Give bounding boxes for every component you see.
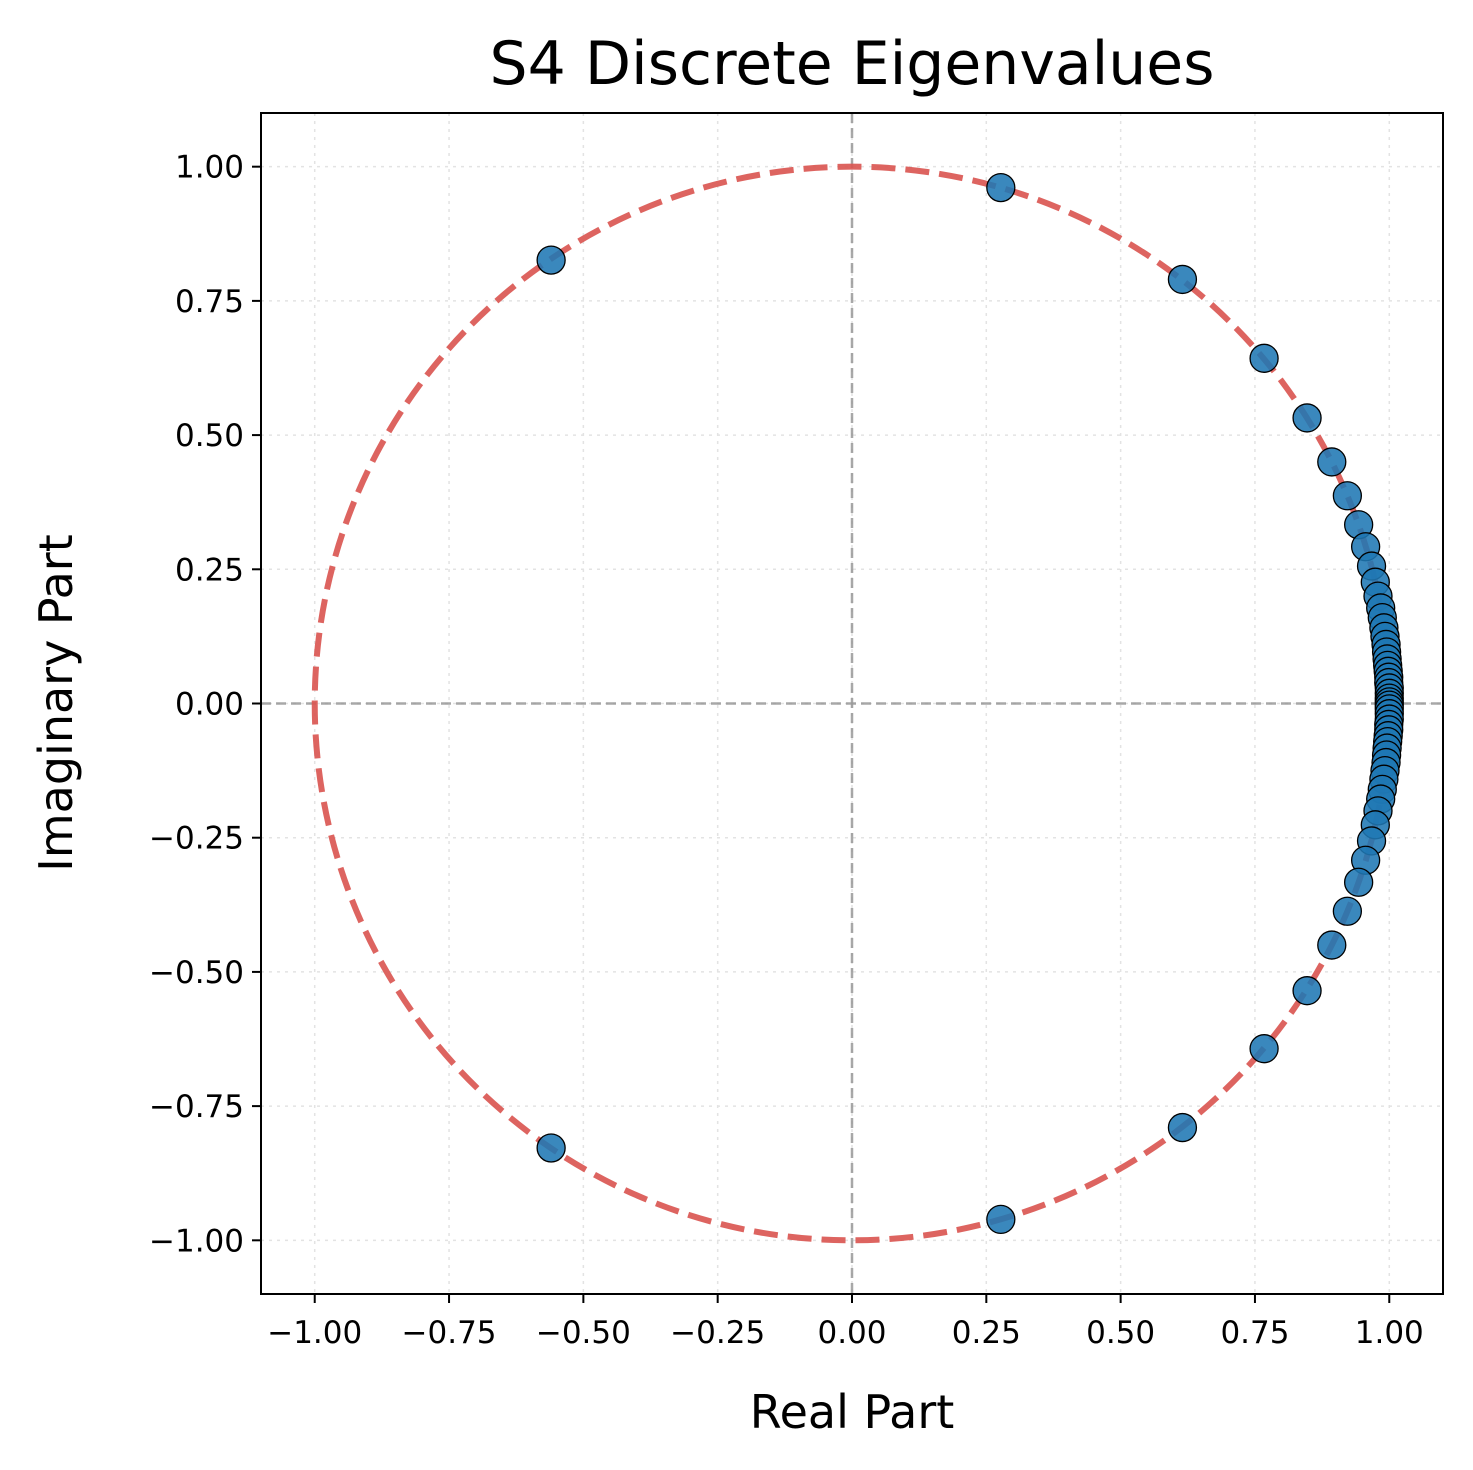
y-tick-label-7: 0.75 xyxy=(175,284,244,320)
zero-reference-lines xyxy=(261,113,1443,1294)
x-tick-label-4: 0.00 xyxy=(817,1315,886,1351)
eigenvalue-point-1 xyxy=(986,172,1016,203)
eigenvalue-point-4 xyxy=(1292,403,1322,433)
eigenvalue-point-53 xyxy=(536,1133,566,1163)
y-axis-title: Imaginary Part xyxy=(29,534,83,871)
eigenvalue-point-50 xyxy=(1249,1034,1279,1064)
y-tick-label-3: −0.25 xyxy=(149,821,244,857)
eigenvalue-point-2 xyxy=(1167,264,1198,295)
eigenvalue-point-46 xyxy=(1343,867,1374,897)
eigenvalue-point-5 xyxy=(1317,447,1347,477)
x-tick-label-6: 0.50 xyxy=(1086,1315,1155,1351)
eigenvalue-point-3 xyxy=(1249,343,1279,373)
x-tick-label-7: 0.75 xyxy=(1220,1315,1289,1351)
x-tick-label-2: −0.50 xyxy=(536,1315,631,1351)
eigenvalue-point-0 xyxy=(536,245,566,275)
x-tick-label-3: −0.25 xyxy=(670,1315,765,1351)
eigenvalue-point-52 xyxy=(986,1204,1016,1235)
y-tick-label-1: −0.75 xyxy=(149,1089,244,1125)
y-tick-label-8: 1.00 xyxy=(175,150,244,186)
y-axis-ticks: −1.00 −0.75 −0.50 −0.25 0.00 0.25 0.50 0.75 1.00 xyxy=(149,150,261,1259)
eigenvalue-point-51 xyxy=(1167,1112,1198,1143)
grid-lines xyxy=(261,113,1443,1294)
x-axis-title: Real Part xyxy=(750,1385,955,1439)
x-tick-label-8: 1.00 xyxy=(1355,1315,1424,1351)
eigenvalue-point-49 xyxy=(1292,976,1322,1006)
eigenvalue-points xyxy=(536,172,1404,1235)
x-axis-ticks: −1.00 −0.75 −0.50 −0.25 0.00 0.25 0.50 0.75 1.00 xyxy=(267,1294,1424,1351)
x-tick-label-1: −0.75 xyxy=(402,1315,497,1351)
y-tick-label-5: 0.25 xyxy=(175,552,244,588)
x-tick-label-0: −1.00 xyxy=(267,1315,362,1351)
x-tick-label-5: 0.25 xyxy=(952,1315,1021,1351)
y-tick-label-2: −0.50 xyxy=(149,955,244,991)
y-tick-label-6: 0.50 xyxy=(175,418,244,454)
chart-title: S4 Discrete Eigenvalues xyxy=(490,29,1215,99)
eigenvalue-point-47 xyxy=(1332,896,1363,926)
eigenvalue-point-48 xyxy=(1317,930,1347,960)
y-tick-label-4: 0.00 xyxy=(175,687,244,723)
y-tick-label-0: −1.00 xyxy=(149,1223,244,1259)
eigenvalue-point-6 xyxy=(1332,481,1363,511)
